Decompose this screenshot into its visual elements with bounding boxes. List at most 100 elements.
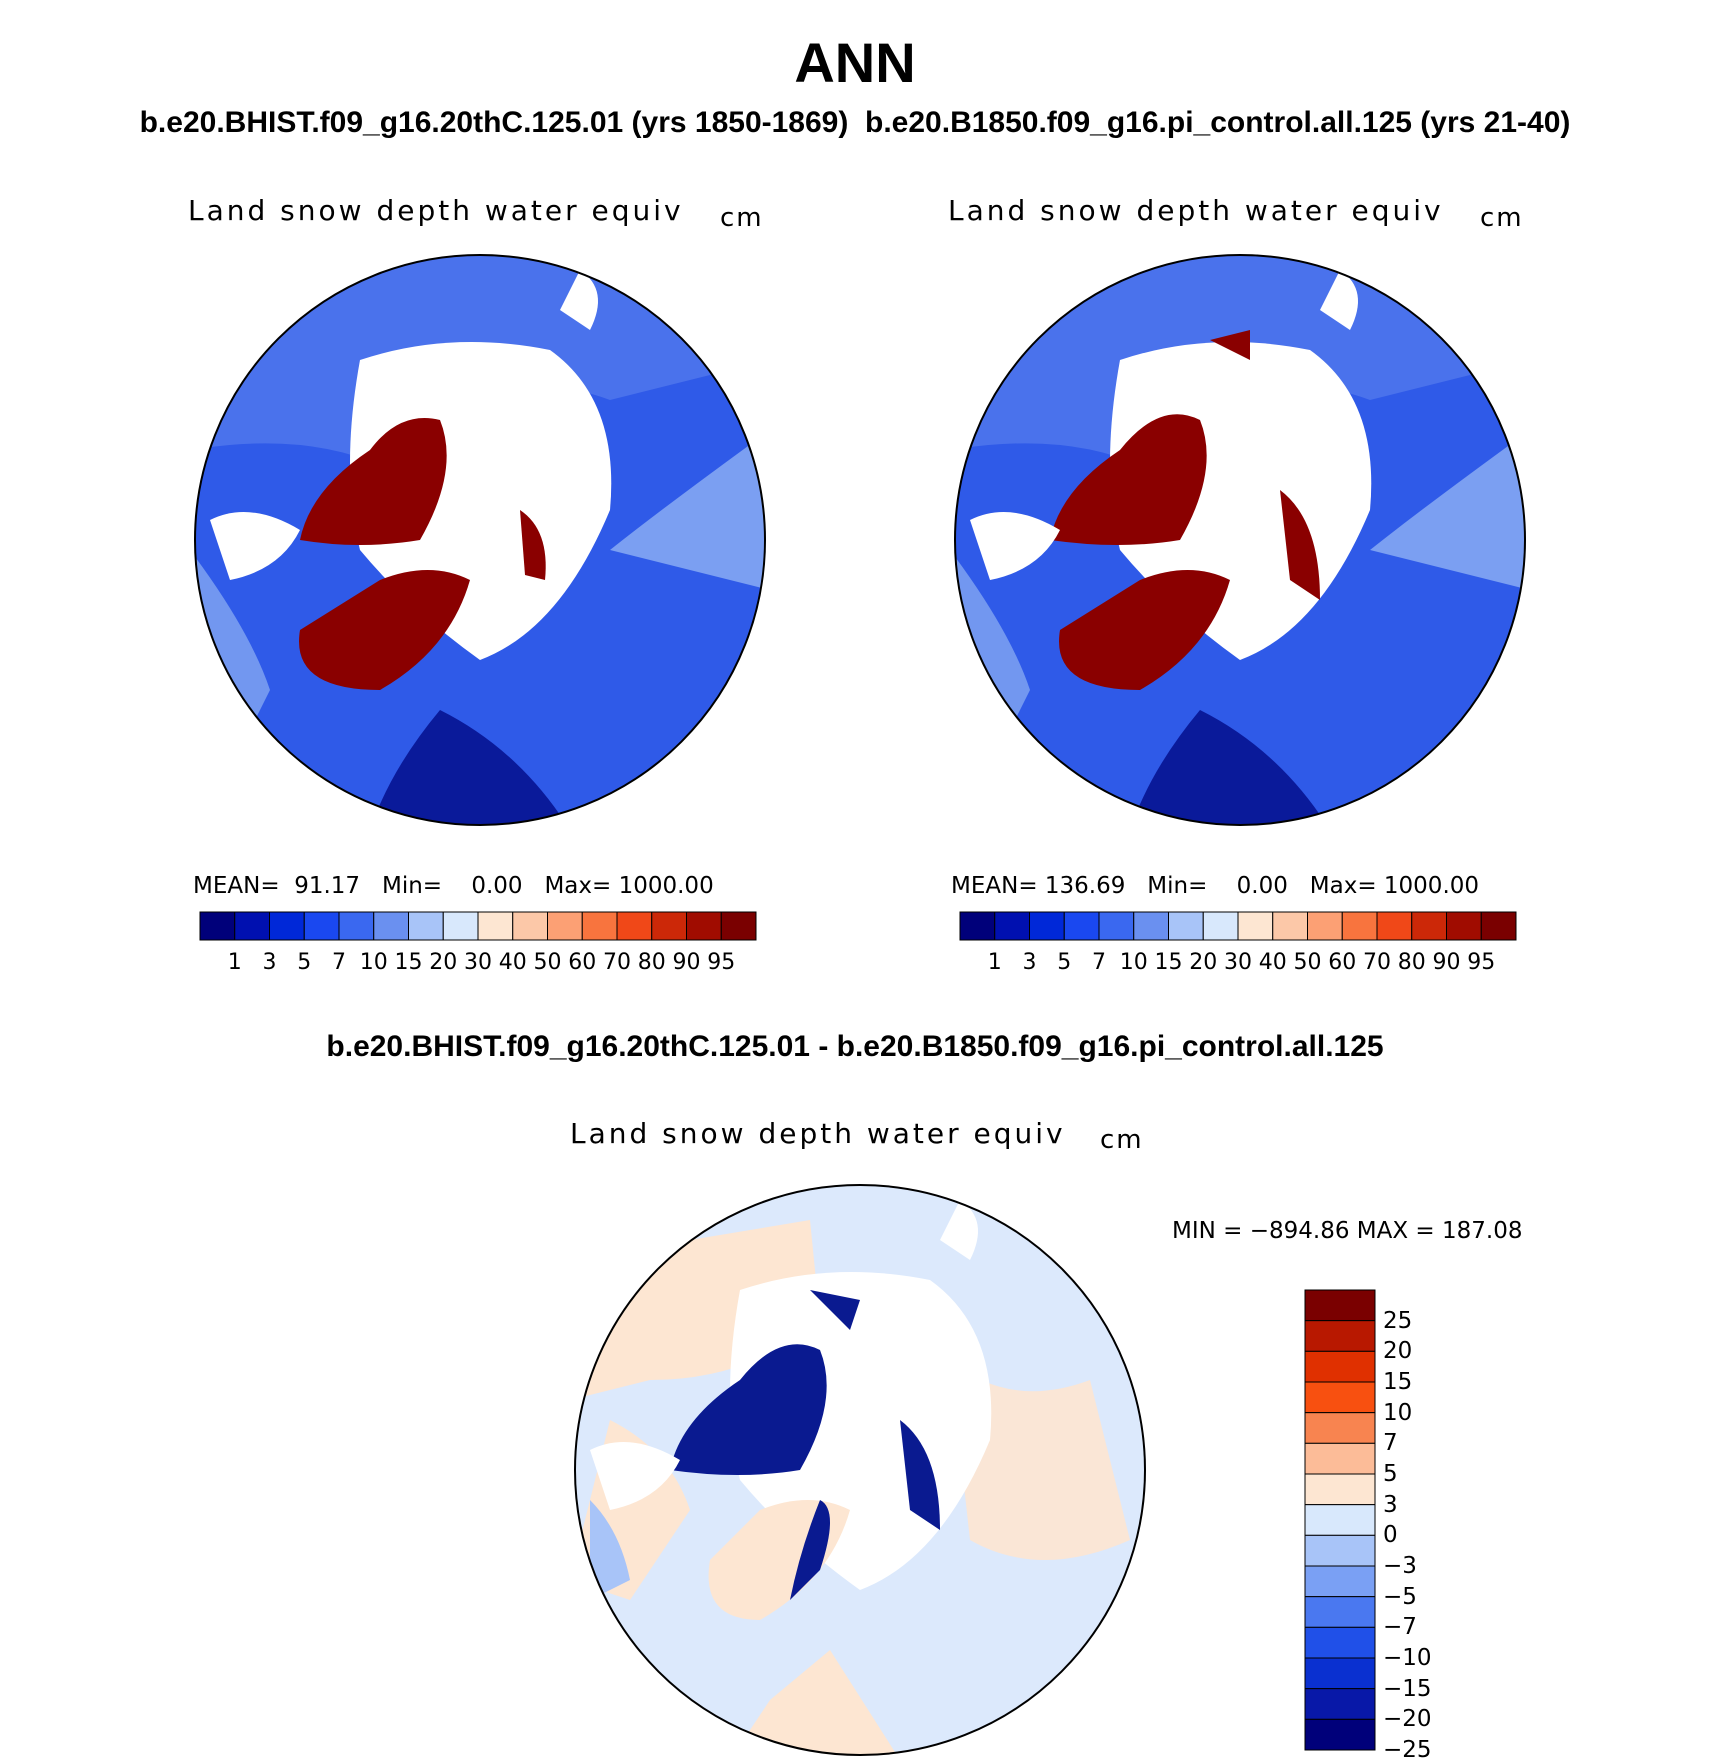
panel-title-diff: Land snow depth water equiv <box>570 1117 1066 1150</box>
main-title: ANN <box>794 31 916 94</box>
colorbar-swatch <box>1304 1688 1376 1720</box>
colorbar-diff <box>1304 1289 1376 1751</box>
colorbar-tick-label: 90 <box>672 950 701 975</box>
colorbar-tick-label: 7 <box>1092 950 1106 975</box>
colorbar-swatch <box>1480 911 1517 941</box>
colorbar-tick-label: 90 <box>1432 950 1461 975</box>
colorbar-tick-label: 10 <box>359 950 388 975</box>
colorbar-swatch <box>1307 911 1343 941</box>
units-case1: cm <box>720 203 764 233</box>
colorbar-swatch <box>547 911 583 941</box>
colorbar-tick-label: 60 <box>1328 950 1357 975</box>
colorbar-swatch <box>338 911 375 941</box>
units-case2: cm <box>1480 203 1524 233</box>
colorbar-swatch <box>303 911 340 941</box>
colorbar-tick-label: 7 <box>332 950 346 975</box>
colorbar-swatch <box>1304 1320 1376 1352</box>
colorbar-swatch <box>1168 911 1204 941</box>
colorbar-swatch <box>1063 911 1100 941</box>
colorbar-swatch <box>408 911 444 941</box>
colorbar-swatch <box>1029 911 1065 941</box>
stats-diff: MIN = −894.86 MAX = 187.08 <box>1172 1218 1523 1244</box>
colorbar-swatch <box>959 911 996 941</box>
colorbar-swatch <box>199 911 236 941</box>
colorbar-tick-label: 50 <box>533 950 562 975</box>
colorbar-tick-label: 20 <box>429 950 458 975</box>
stats-case1: MEAN= 91.17 Min= 0.00 Max= 1000.00 <box>193 873 714 899</box>
colorbar-swatch <box>269 911 305 941</box>
colorbar-swatch <box>581 911 618 941</box>
colorbar-tick-label: 95 <box>707 950 736 975</box>
colorbar-tick-label: 70 <box>603 950 631 975</box>
colorbar-swatch <box>1237 911 1274 941</box>
colorbar-tick-label: 40 <box>1258 950 1287 975</box>
panel-title-case2: Land snow depth water equiv <box>948 194 1444 227</box>
colorbar-case2 <box>959 911 1517 941</box>
colorbar-tick-label: −15 <box>1383 1675 1432 1702</box>
map-diff <box>574 1184 1146 1756</box>
colorbar-swatch <box>1304 1381 1376 1414</box>
colorbar-swatch <box>720 911 757 941</box>
colorbar-swatch <box>477 911 514 941</box>
colorbar-swatch <box>1133 911 1169 941</box>
colorbar-tick-label: 3 <box>1383 1491 1398 1518</box>
colorbar-swatch <box>1341 911 1378 941</box>
colorbar-swatch <box>1304 1596 1376 1628</box>
colorbar-tick-label: 15 <box>1383 1369 1413 1395</box>
colorbar-swatch <box>1304 1657 1376 1690</box>
units-diff: cm <box>1100 1125 1144 1155</box>
colorbar-tick-label: 60 <box>568 950 597 975</box>
colorbar-tick-label: −10 <box>1383 1645 1432 1671</box>
colorbar-case1 <box>199 911 757 941</box>
colorbar-swatch <box>1304 1534 1376 1567</box>
colorbar-swatch <box>994 911 1030 941</box>
colorbar-tick-label: 3 <box>1022 950 1037 975</box>
colorbar-swatch <box>1304 1289 1376 1322</box>
colorbar-swatch <box>686 911 722 941</box>
colorbar-tick-label: 20 <box>1189 950 1218 975</box>
stats-case2: MEAN= 136.69 Min= 0.00 Max= 1000.00 <box>951 873 1480 899</box>
colorbar-tick-label: 70 <box>1363 950 1391 975</box>
colorbar-tick-label: 80 <box>1397 950 1426 975</box>
colorbar-tick-label: 25 <box>1383 1307 1413 1334</box>
colorbar-swatch <box>1446 911 1482 941</box>
colorbar-swatch <box>512 911 548 941</box>
colorbar-swatch <box>1304 1718 1376 1751</box>
map-case2 <box>954 254 1526 826</box>
colorbar-tick-label: −7 <box>1383 1614 1417 1641</box>
colorbar-tick-label: 95 <box>1467 950 1496 975</box>
colorbar-swatch <box>1411 911 1447 941</box>
colorbar-swatch <box>373 911 409 941</box>
colorbar-tick-label: −25 <box>1383 1737 1432 1763</box>
colorbar-tick-label: 7 <box>1383 1430 1398 1457</box>
colorbar-swatch <box>616 911 653 941</box>
colorbar-swatch <box>1098 911 1135 941</box>
colorbar-swatch <box>234 911 270 941</box>
colorbar-tick-label: 5 <box>297 950 312 975</box>
colorbar-tick-label: 0 <box>1383 1522 1398 1549</box>
colorbar-swatch <box>651 911 687 941</box>
panel-title-case1: Land snow depth water equiv <box>188 194 684 227</box>
colorbar-tick-label: 5 <box>1383 1461 1398 1487</box>
colorbar-tick-label: 1 <box>987 950 1002 975</box>
colorbar-tick-label: 50 <box>1293 950 1322 975</box>
colorbar-tick-label: −3 <box>1383 1553 1417 1579</box>
colorbar-tick-label: 20 <box>1383 1338 1413 1365</box>
colorbar-tick-label: 15 <box>1154 950 1183 975</box>
colorbar-swatch <box>442 911 479 941</box>
colorbar-swatch <box>1272 911 1308 941</box>
colorbar-swatch <box>1304 1442 1376 1475</box>
colorbar-swatch <box>1304 1350 1376 1383</box>
colorbar-swatch <box>1202 911 1239 941</box>
colorbar-swatch <box>1304 1504 1376 1536</box>
colorbar-tick-label: 15 <box>394 950 423 975</box>
colorbar-tick-label: 30 <box>1224 950 1252 975</box>
colorbar-tick-label: 3 <box>262 950 277 975</box>
colorbar-tick-label: 30 <box>464 950 492 975</box>
colorbar-swatch <box>1304 1473 1376 1506</box>
colorbar-tick-label: 1 <box>227 950 242 975</box>
colorbar-tick-label: 5 <box>1057 950 1072 975</box>
colorbar-swatch <box>1376 911 1413 941</box>
colorbar-tick-label: 10 <box>1383 1399 1413 1426</box>
colorbar-tick-label: −5 <box>1383 1583 1417 1610</box>
